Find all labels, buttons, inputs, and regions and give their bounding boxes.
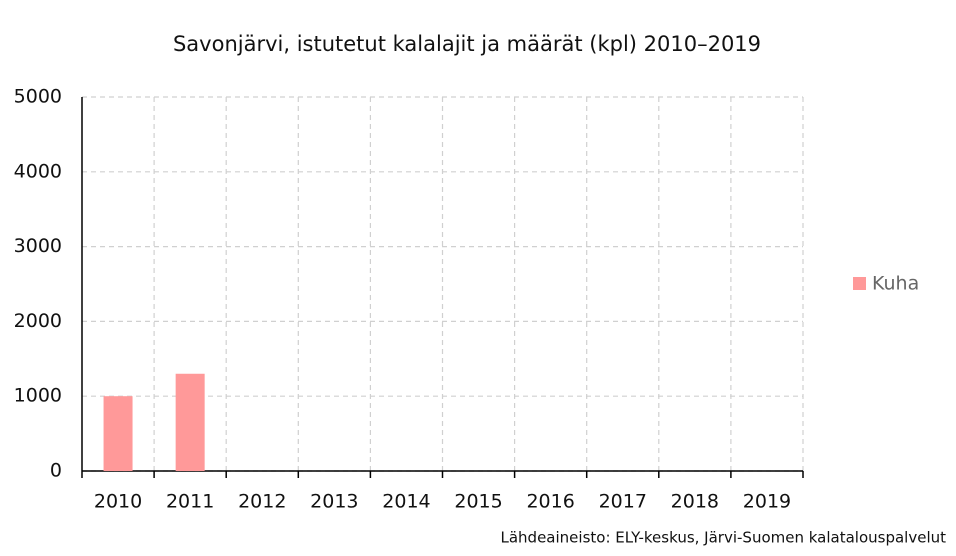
x-tick-label: 2015 [454, 491, 502, 513]
bar [103, 396, 133, 471]
y-tick-label: 3000 [14, 235, 62, 257]
x-tick-label: 2014 [382, 491, 430, 513]
chart-title: Savonjärvi, istutetut kalalajit ja määrä… [173, 32, 761, 56]
source-note: Lähdeaineisto: ELY-keskus, Järvi-Suomen … [501, 529, 947, 547]
y-tick-label: 5000 [14, 86, 62, 108]
x-tick-label: 2010 [94, 491, 142, 513]
x-tick-label: 2018 [671, 491, 719, 513]
y-tick-label: 1000 [14, 385, 62, 407]
x-tick-label: 2016 [526, 491, 574, 513]
x-tick-label: 2013 [310, 491, 358, 513]
x-tick-label: 2012 [238, 491, 286, 513]
x-tick-label: 2017 [599, 491, 647, 513]
y-tick-label: 4000 [14, 160, 62, 182]
bar [175, 373, 205, 471]
x-tick-label: 2011 [166, 491, 214, 513]
y-tick-label: 0 [50, 460, 62, 482]
legend-swatch [853, 277, 866, 290]
y-tick-label: 2000 [14, 310, 62, 332]
x-tick-label: 2019 [743, 491, 791, 513]
legend-label: Kuha [872, 273, 919, 295]
